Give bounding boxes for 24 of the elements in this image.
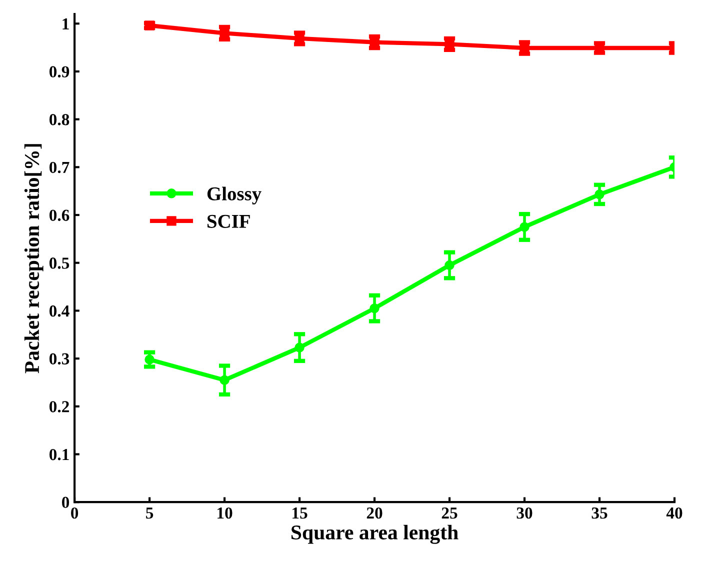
x-tick-label: 25 — [442, 507, 458, 519]
x-axis-title: Square area length — [292, 524, 458, 544]
y-tick-label: 0.7 — [49, 162, 70, 174]
y-tick-label: 0.2 — [49, 401, 69, 412]
x-tick-label: 15 — [292, 508, 308, 519]
y-tick-label: 1 — [62, 18, 69, 30]
y-tick-label: 0.9 — [49, 66, 70, 78]
x-tick-label: 0 — [71, 507, 78, 519]
y-tick-label: 0.4 — [49, 305, 70, 317]
x-tick-label: 30 — [516, 507, 532, 519]
x-tick-label: 5 — [146, 508, 154, 519]
y-tick-label: 0.1 — [49, 448, 69, 460]
legend-label: SCIF — [208, 214, 250, 228]
x-tick-label: 10 — [218, 507, 232, 519]
x-tick-label: 35 — [592, 507, 608, 519]
y-tick-label: 0.3 — [49, 353, 70, 365]
x-tick-label: 40 — [666, 507, 682, 519]
y-tick-label: 0.8 — [49, 114, 70, 126]
y-tick-label: 0 — [62, 496, 70, 508]
x-tick-label: 20 — [366, 507, 382, 519]
legend-label: Glossy — [207, 186, 262, 204]
y-tick-label: 0.6 — [49, 210, 70, 222]
y-axis-title: Packet reception ratio[%] — [24, 144, 44, 374]
y-tick-label: 0.5 — [49, 258, 70, 269]
